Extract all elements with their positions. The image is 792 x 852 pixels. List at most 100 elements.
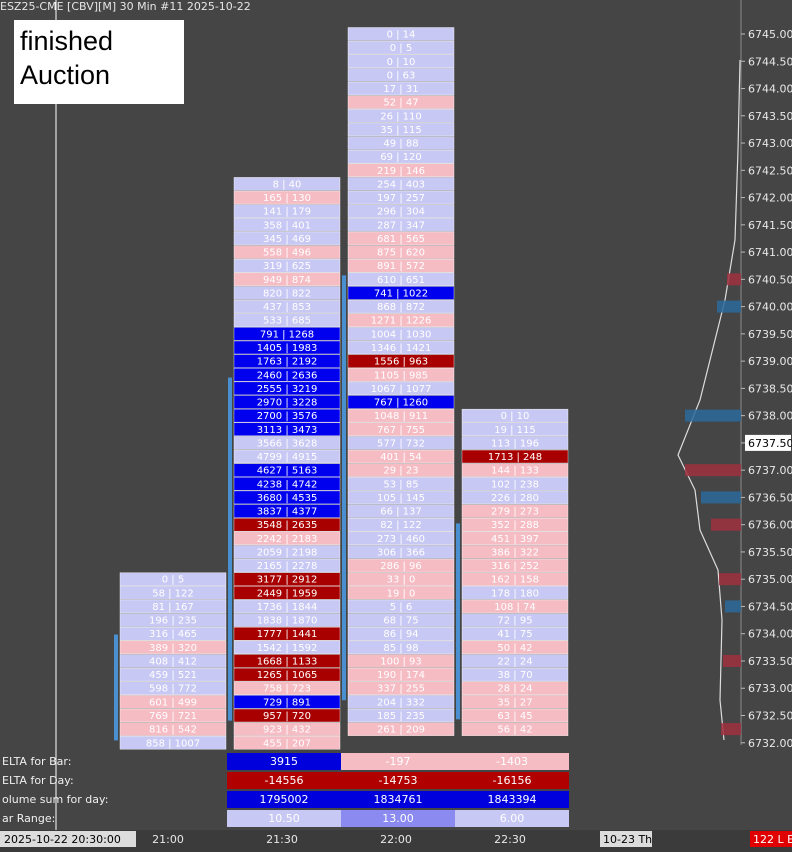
summary-cell-label: 1795002 [260, 793, 309, 806]
footprint-cell-label: 868 | 872 [377, 302, 425, 313]
footprint-cell-label: 1763 | 2192 [257, 357, 318, 368]
footprint-cell [347, 40, 455, 55]
price-tick-label: 6741.00 [748, 246, 792, 259]
footprint-cell-label: 0 | 14 [387, 30, 416, 41]
summary-cell [341, 791, 455, 808]
footprint-cell-label: 29 | 23 [383, 466, 418, 477]
time-tick-label: 22:30 [494, 833, 526, 846]
volume-profile-bar [685, 464, 741, 477]
footprint-cell [461, 613, 569, 627]
annotation-note: finished Auction [14, 20, 184, 104]
price-tick-label: 6738.00 [748, 410, 792, 423]
footprint-cell [461, 449, 569, 464]
footprint-cell-label: 2970 | 3228 [257, 398, 318, 409]
time-axis-bg [0, 830, 792, 852]
footprint-cell-label: 1265 | 1065 [257, 670, 318, 681]
footprint-cell-label: 816 | 542 [149, 725, 197, 736]
footprint-cell [233, 599, 341, 614]
footprint-cell-label: 316 | 252 [491, 561, 539, 572]
footprint-cell-label: 767 | 1260 [374, 398, 428, 409]
footprint-cell [233, 340, 341, 355]
footprint-cell [119, 613, 227, 627]
footprint-cell [233, 272, 341, 287]
footprint-cell [347, 558, 455, 573]
footprint-cell-label: 0 | 10 [501, 411, 530, 422]
grid-lines [55, 0, 742, 830]
footprint-cell-label: 3113 | 3473 [257, 425, 318, 436]
footprint-cell-label: 82 | 122 [380, 520, 422, 531]
price-tick-label: 6736.50 [748, 491, 792, 504]
summary-cell-label: 3915 [270, 755, 298, 768]
footprint-cell-label: 68 | 75 [383, 616, 418, 627]
footprint-cell-label: 1713 | 248 [488, 452, 542, 463]
footprint-cell-label: 296 | 304 [377, 207, 425, 218]
price-tick-label: 6734.50 [748, 600, 792, 613]
footprint-cell-label: 306 | 366 [377, 547, 425, 558]
footprint-cell [119, 599, 227, 614]
footprint-cell-label: 3548 | 2635 [257, 520, 318, 531]
footprint-cell-label: 1777 | 1441 [257, 629, 318, 640]
volume-profile-bar [717, 300, 741, 313]
footprint-cell [119, 627, 227, 641]
summary-cell [227, 772, 341, 789]
footprint-cell-label: 957 | 720 [263, 711, 311, 722]
footprint-cell [461, 477, 569, 491]
time-tick-label: 21:00 [152, 833, 184, 846]
footprint-cell [233, 368, 341, 382]
footprint-cell [119, 586, 227, 600]
footprint-cell-label: 86 | 94 [383, 629, 418, 640]
footprint-cell [233, 286, 341, 300]
summary-row-label: ELTA for Day: [2, 774, 74, 787]
footprint-cell-label: 352 | 288 [491, 520, 539, 531]
price-tick-label: 6744.00 [748, 83, 792, 96]
footprint-cell [461, 531, 569, 546]
price-tick-label: 6733.50 [748, 655, 792, 668]
footprint-cell-label: 408 | 412 [149, 656, 197, 667]
footprint-cell-label: 49 | 88 [383, 139, 418, 150]
footprint-cell-label: 0 | 5 [162, 575, 184, 586]
footprint-cell-label: 558 | 496 [263, 248, 311, 259]
footprint-cell-label: 1556 | 963 [374, 357, 428, 368]
footprint-cell-label: 598 | 772 [149, 684, 197, 695]
footprint-cell-label: 254 | 403 [377, 179, 425, 190]
footprint-cell [347, 286, 455, 300]
right-date-label: 10-23 Th [603, 833, 652, 846]
footprint-cell [347, 545, 455, 559]
footprint-cell-label: 1405 | 1983 [257, 343, 318, 354]
footprint-cell [233, 722, 341, 736]
footprint-cell [461, 504, 569, 518]
footprint-cell-label: 26 | 110 [380, 111, 422, 122]
footprint-cell-label: 858 | 1007 [146, 738, 200, 749]
footprint-cell [347, 218, 455, 232]
summary-row-label: ar Range: [2, 812, 55, 825]
footprint-cell-label: 1105 | 985 [374, 370, 428, 381]
footprint-cell [347, 381, 455, 396]
footprint-cell [233, 531, 341, 546]
footprint-cell-label: 0 | 63 [387, 70, 416, 81]
footprint-cell-label: 319 | 625 [263, 261, 311, 272]
footprint-cell-label: 741 | 1022 [374, 288, 428, 299]
footprint-cell [233, 613, 341, 627]
summary-cell-label: 13.00 [382, 812, 414, 825]
footprint-cell [347, 640, 455, 655]
footprint-cell [119, 667, 227, 682]
footprint-cell [233, 558, 341, 573]
footprint-cell-label: 41 | 75 [497, 629, 532, 640]
footprint-cell [347, 136, 455, 150]
footprint-cell [347, 95, 455, 109]
footprint-cell [347, 259, 455, 273]
bar-range-marker [228, 377, 232, 721]
footprint-cell [347, 436, 455, 450]
volume-profile-bar [725, 600, 741, 613]
footprint-cell-label: 533 | 685 [263, 316, 311, 327]
footprint-cell [347, 163, 455, 178]
footprint-cell-label: 72 | 95 [497, 616, 532, 627]
footprint-cell [347, 517, 455, 532]
date-label-box [0, 831, 136, 847]
summary-cell-label: -197 [386, 755, 411, 768]
footprint-cell-label: 105 | 145 [377, 493, 425, 504]
footprint-cell-label: 4799 | 4915 [257, 452, 318, 463]
footprint-cell [461, 517, 569, 532]
footprint-cell-label: 2059 | 2198 [257, 547, 318, 558]
